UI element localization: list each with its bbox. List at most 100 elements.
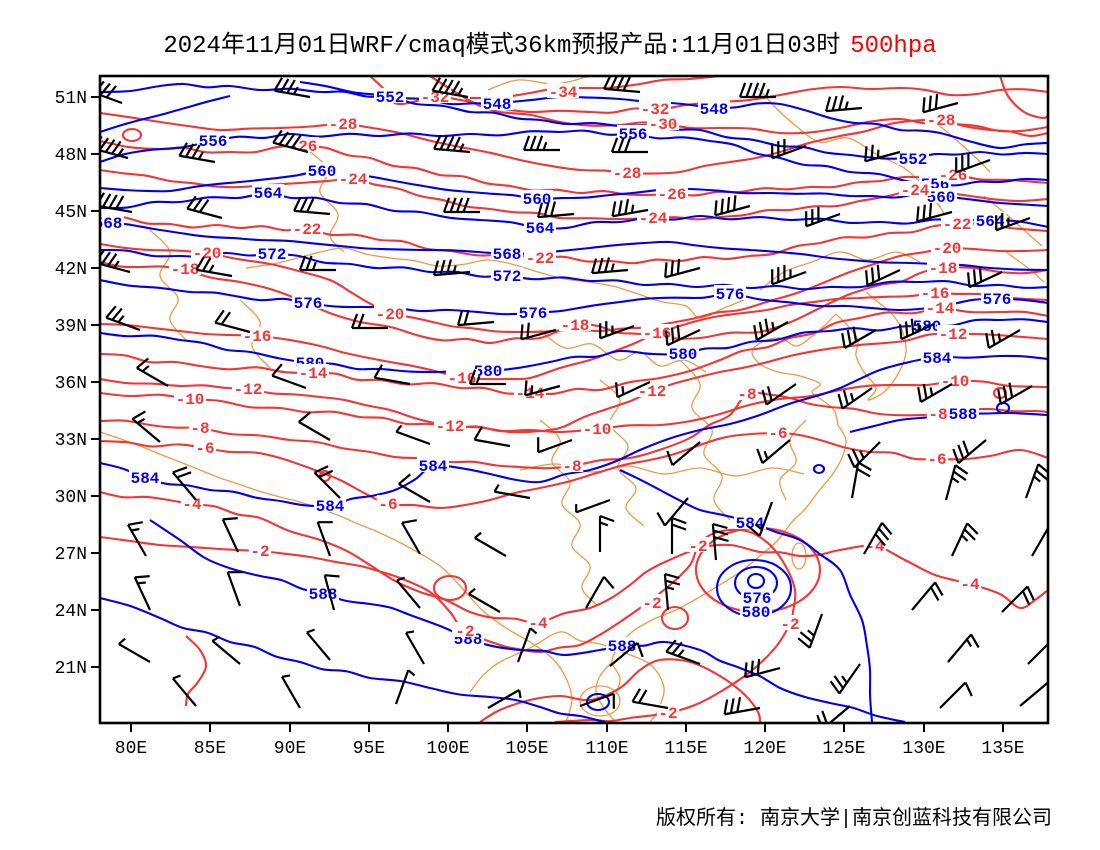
wind-barb	[131, 410, 161, 443]
wind-barb	[599, 321, 635, 340]
wind-barb	[214, 309, 251, 334]
contour-label-halo	[190, 244, 224, 259]
contour-label-halo	[778, 615, 802, 630]
contour-label-halo	[480, 95, 514, 110]
temp-contour--2	[184, 635, 208, 707]
wind-barb	[771, 264, 807, 286]
contour-label: 584	[923, 350, 952, 368]
contour-label: -14	[299, 365, 328, 383]
wind-barb	[405, 630, 425, 665]
wind-barb	[394, 669, 416, 705]
lat-label: 36N	[55, 374, 87, 394]
wind-barb	[127, 521, 147, 557]
wind-barb	[611, 199, 649, 218]
wind-barb	[665, 324, 701, 347]
contour-label-halo	[523, 249, 557, 264]
lon-label: 95E	[353, 739, 385, 759]
wind-barb	[837, 387, 873, 410]
contour-label: -12	[638, 383, 667, 401]
wind-barbs	[100, 76, 1048, 723]
wind-barb	[631, 688, 669, 710]
wind-barb	[100, 192, 133, 214]
contour-label-halo	[231, 380, 265, 395]
lat-label: 24N	[55, 602, 87, 622]
wind-barb	[615, 381, 651, 399]
contour-label-halo	[686, 537, 710, 552]
contour-label-halo	[128, 469, 162, 484]
contour-label: -6	[768, 425, 787, 443]
wind-barb	[756, 439, 791, 464]
contour-label-halo	[490, 245, 524, 260]
wind-barb	[313, 465, 341, 499]
contour-label-halo	[640, 324, 674, 339]
height-contour-552	[100, 94, 231, 133]
wind-barb	[316, 521, 333, 557]
wind-barb	[656, 497, 689, 527]
wind-barb	[939, 681, 973, 709]
contour-label: -28	[927, 112, 956, 130]
wind-barb	[221, 517, 239, 553]
contour-label-halo	[416, 457, 450, 472]
temp-contour--2	[479, 658, 762, 723]
geo-boundaries	[100, 76, 1045, 723]
closed-contour	[812, 463, 826, 475]
contour-label: 576	[519, 305, 548, 323]
wind-barb	[864, 144, 901, 163]
wind-barb	[995, 213, 1031, 232]
wind-barb	[273, 77, 311, 99]
contour-label: -12	[234, 381, 263, 399]
height-contour-592	[100, 596, 606, 723]
temp-contour--14	[100, 306, 1048, 396]
contour-label: 564	[526, 220, 555, 238]
wind-barb	[761, 383, 797, 406]
contour-label: -34	[549, 84, 578, 102]
wind-barb	[172, 674, 197, 707]
wind-barb	[579, 692, 615, 709]
contour-label: 584	[131, 470, 160, 488]
geo-outline	[245, 247, 745, 319]
wind-barb	[487, 689, 522, 709]
wind-barb	[664, 258, 701, 279]
contour-label: -2	[688, 538, 707, 556]
wind-barb	[298, 255, 336, 272]
wind-barb	[442, 197, 480, 214]
lon-label: 80E	[115, 739, 147, 759]
contour-label-halo	[193, 439, 217, 454]
temp-contour--24	[100, 168, 1048, 221]
contour-label: -22	[293, 221, 322, 239]
geo-outline	[100, 431, 573, 723]
contour-label-halo	[373, 305, 407, 320]
wind-barb	[323, 574, 340, 611]
contour-label: 548	[700, 101, 729, 119]
lat-axis: 51N 48N 45N 42N 39N 36N 33N 30N 27N 24N 21N	[55, 89, 100, 679]
wind-barb	[951, 522, 979, 557]
contour-label-halo	[560, 457, 584, 472]
contour-label-halo	[930, 239, 964, 254]
contour-label: -18	[929, 260, 958, 278]
contour-label: -18	[171, 261, 200, 279]
contour-label-halo	[520, 190, 554, 205]
contour-label: 580	[474, 363, 503, 381]
contour-label-halo	[616, 125, 650, 140]
geo-outline	[149, 229, 189, 343]
temp-contour--4	[100, 490, 1048, 625]
wind-barb	[431, 77, 469, 99]
contour-label: 576	[983, 291, 1012, 309]
wind-barb	[670, 516, 687, 554]
closed-contour	[660, 605, 690, 631]
contour-label: -2	[642, 595, 661, 613]
contour-label-halo	[980, 290, 1014, 305]
lon-label: 110E	[585, 739, 628, 759]
contour-label: -20	[376, 306, 405, 324]
wind-barb	[585, 576, 615, 609]
contour-label: -2	[250, 543, 269, 561]
contour-label-halo	[946, 405, 980, 420]
wind-barb	[744, 658, 781, 679]
wind-barb	[350, 313, 388, 330]
contour-label-halo	[336, 170, 370, 185]
wind-barb	[298, 411, 331, 441]
contour-label-halo	[925, 450, 949, 465]
contour-label-halo	[433, 417, 467, 432]
wind-barb	[522, 135, 560, 152]
wind-barb	[952, 439, 987, 464]
